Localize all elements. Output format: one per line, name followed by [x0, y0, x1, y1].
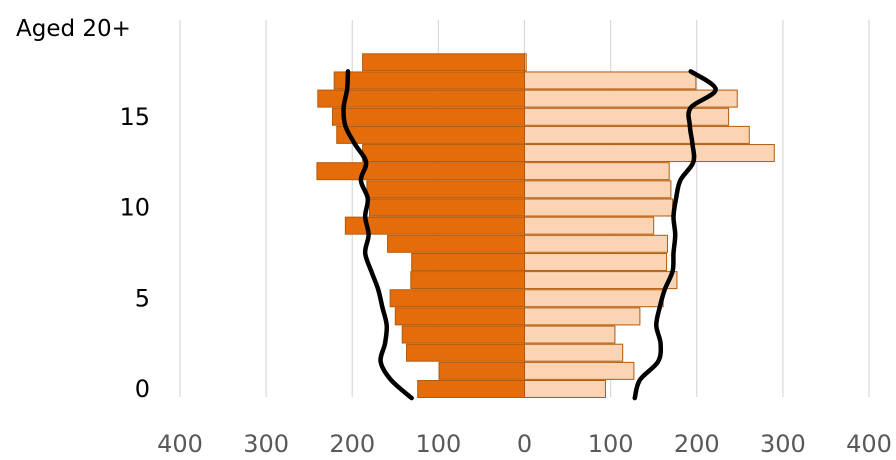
y-tick-label: 5: [135, 284, 150, 312]
right-bar: [524, 216, 655, 235]
right-bar: [524, 234, 668, 253]
left-bar: [333, 71, 525, 90]
right-bar: [524, 289, 664, 308]
right-bar: [524, 162, 670, 181]
left-bar: [366, 180, 525, 199]
right-bar: [524, 343, 624, 362]
left-bar: [368, 198, 525, 217]
y-tick-label: 15: [119, 103, 150, 131]
left-bar: [438, 361, 525, 380]
left-bar: [389, 289, 525, 308]
right-bar: [524, 89, 738, 108]
right-bar: [524, 71, 697, 90]
x-tick-label: 400: [157, 430, 203, 458]
x-tick-label: 100: [588, 430, 634, 458]
y-axis-tick-labels: 0 5 10 15: [119, 103, 150, 403]
left-bar: [362, 53, 525, 72]
right-bar: [524, 361, 635, 380]
right-bar: [524, 180, 672, 199]
x-tick-label: 200: [329, 430, 375, 458]
chart-title: Aged 20+: [16, 16, 131, 42]
left-bar: [344, 216, 525, 235]
x-axis-tick-labels: 400 300 200 100 0 100 200 300 400: [157, 430, 892, 458]
right-bar: [524, 380, 606, 398]
left-bar: [387, 234, 525, 253]
overlay-lines: [341, 69, 718, 401]
right-bar: [524, 252, 668, 271]
x-tick-label: 300: [760, 430, 806, 458]
right-bar: [524, 307, 641, 326]
left-bar: [362, 144, 525, 163]
y-tick-label: 0: [135, 375, 150, 403]
right-bar: [524, 107, 730, 126]
left-bar: [331, 107, 525, 126]
left-bar: [316, 162, 525, 181]
right-overlay-line: [632, 69, 718, 401]
left-bar: [417, 380, 525, 398]
right-bar: [524, 144, 775, 163]
left-bar: [406, 343, 526, 362]
right-bar: [524, 325, 616, 344]
x-tick-label: 0: [517, 430, 532, 458]
y-tick-label: 10: [119, 194, 150, 222]
x-tick-label: 200: [674, 430, 720, 458]
left-bar: [336, 125, 525, 144]
right-bar: [524, 198, 674, 217]
x-tick-label: 300: [243, 430, 289, 458]
left-bar: [401, 325, 526, 344]
left-bar: [410, 271, 525, 290]
right-bar: [524, 53, 527, 72]
left-bar: [394, 307, 525, 326]
left-overlay-line: [341, 69, 414, 401]
right-bar: [524, 125, 750, 144]
x-tick-label: 100: [415, 430, 461, 458]
left-bar: [411, 252, 525, 271]
right-bar: [524, 271, 678, 290]
x-tick-label: 400: [846, 430, 892, 458]
